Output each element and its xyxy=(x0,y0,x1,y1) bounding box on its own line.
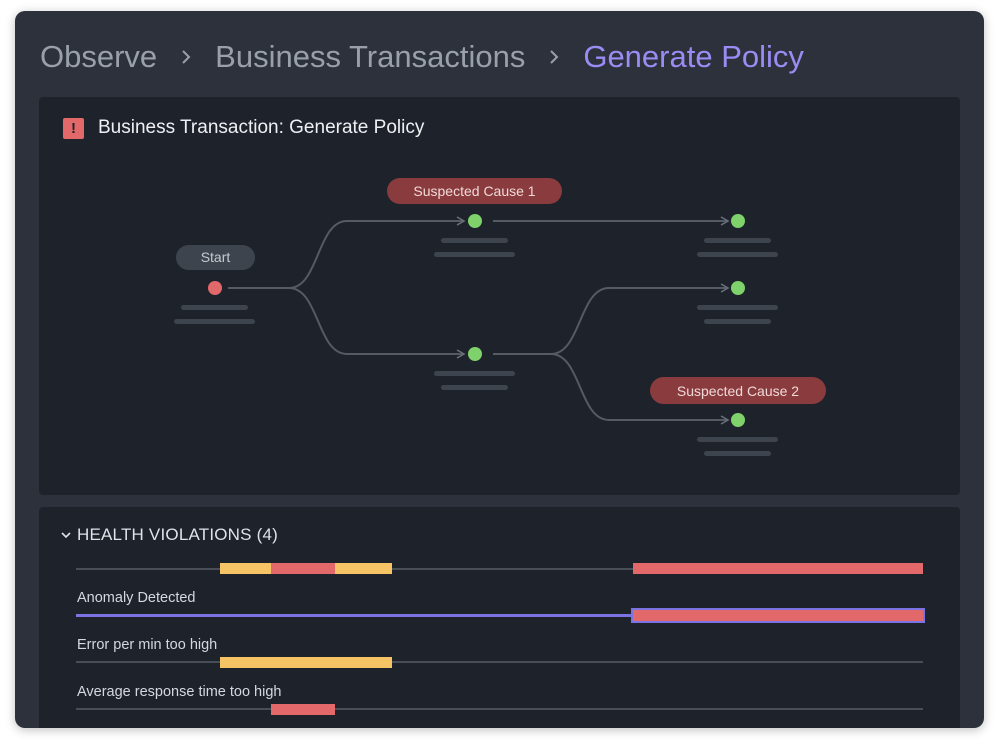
violation-segment-error[interactable] xyxy=(271,563,335,574)
violation-segment-error[interactable] xyxy=(633,563,923,574)
transaction-flow-diagram: Start Suspected Cause 1 xyxy=(174,178,826,456)
breadcrumb-business-transactions[interactable]: Business Transactions xyxy=(215,39,526,74)
node-suspected-cause-2[interactable]: Suspected Cause 2 xyxy=(650,377,826,456)
violation-segment-anomaly[interactable] xyxy=(631,608,925,623)
panel-title: Business Transaction: Generate Policy xyxy=(98,117,425,138)
flow-edge xyxy=(493,283,730,355)
cause2-label: Suspected Cause 2 xyxy=(677,383,799,399)
node-endpoint-top[interactable] xyxy=(697,214,778,257)
health-violations-panel: HEALTH VIOLATIONS (4) Anomaly Detected E… xyxy=(39,507,960,728)
flow-edge xyxy=(228,216,466,289)
alert-icon: ! xyxy=(63,117,84,139)
start-label: Start xyxy=(201,249,231,265)
response-time-timeline-track xyxy=(76,708,923,710)
node-middle[interactable] xyxy=(434,347,515,390)
node-endpoint-middle[interactable] xyxy=(697,281,778,324)
panel-header: ! Business Transaction: Generate Policy xyxy=(63,117,424,139)
flow-edge xyxy=(493,353,730,425)
violation-label-response-time: Average response time too high xyxy=(77,684,282,700)
breadcrumb-observe[interactable]: Observe xyxy=(40,39,158,74)
chevron-right-icon xyxy=(525,35,583,79)
health-violations-header: HEALTH VIOLATIONS (4) xyxy=(77,525,278,544)
node-start[interactable]: Start xyxy=(174,245,255,324)
violation-segment-error-rate[interactable] xyxy=(220,657,392,668)
violation-label-error-rate: Error per min too high xyxy=(77,637,218,653)
breadcrumb: Observe Business Transactions Generate P… xyxy=(40,35,804,79)
cause1-label: Suspected Cause 1 xyxy=(413,183,535,199)
transaction-flow-panel: ! Business Transaction: Generate Policy … xyxy=(39,97,960,495)
summary-timeline-track xyxy=(76,568,923,570)
breadcrumb-generate-policy: Generate Policy xyxy=(583,39,804,74)
violation-label-anomaly: Anomaly Detected xyxy=(77,590,196,606)
chevron-right-icon xyxy=(157,35,215,79)
health-violations-toggle[interactable]: HEALTH VIOLATIONS (4) xyxy=(61,525,278,545)
anomaly-timeline-track[interactable] xyxy=(76,614,923,617)
violation-segment-response-time[interactable] xyxy=(271,704,335,715)
node-suspected-cause-1[interactable]: Suspected Cause 1 xyxy=(387,178,562,257)
error-rate-timeline-track xyxy=(76,661,923,663)
flow-edge xyxy=(228,287,466,359)
app-window: Observe Business Transactions Generate P… xyxy=(15,11,984,728)
chevron-down-icon xyxy=(61,532,71,539)
